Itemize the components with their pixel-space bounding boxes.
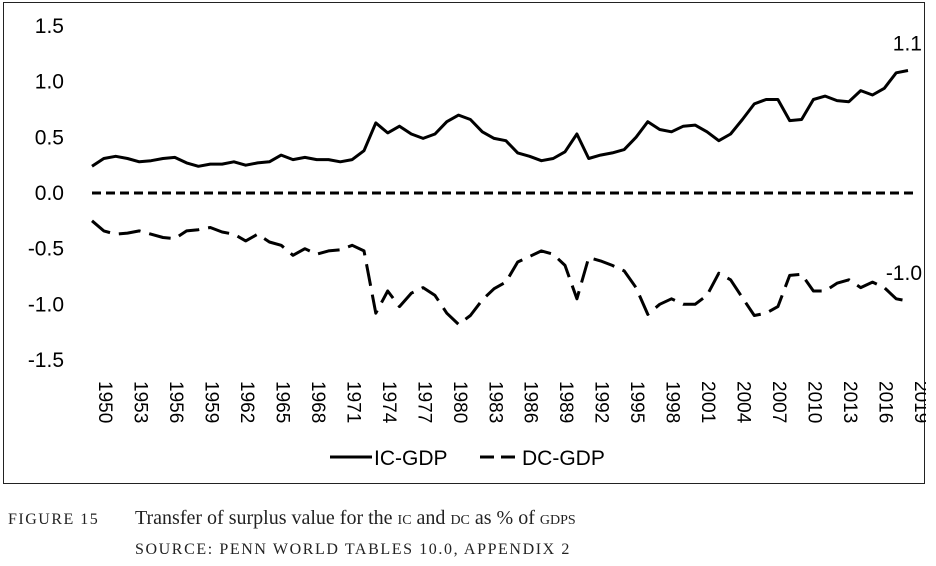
figure-source: SOURCE: PENN WORLD TABLES 10.0, APPENDIX…	[135, 541, 572, 558]
x-tick-label: 1953	[130, 381, 151, 423]
y-tick-label: 0.0	[35, 182, 64, 205]
y-tick-label: -0.5	[28, 238, 64, 261]
y-tick-label: -1.5	[28, 349, 64, 372]
x-tick-label: 1989	[555, 381, 576, 423]
x-tick-label: 1983	[484, 381, 505, 423]
x-tick-label: 1974	[378, 381, 399, 424]
chart-frame: 1.5 1.0 0.5 0.0 -0.5 -1.0 -1.5 1950 1953 1956 195…	[3, 2, 926, 484]
x-tick-label: 2007	[768, 381, 789, 423]
x-tick-label: 1968	[307, 381, 328, 423]
x-tick-label: 1971	[342, 381, 363, 423]
y-tick-label: -1.0	[28, 293, 64, 316]
x-tick-label: 1980	[449, 381, 470, 423]
figure-label: FIGURE 15	[8, 511, 100, 528]
x-tick-label: 1962	[236, 381, 257, 423]
x-tick-label: 1986	[520, 381, 541, 423]
x-tick-label: 1995	[626, 381, 647, 423]
x-tick-label: 1959	[200, 381, 221, 423]
x-tick-label: 1950	[94, 381, 115, 423]
y-tick-label: 0.5	[35, 126, 64, 149]
x-tick-label: 1998	[662, 381, 683, 423]
figure-title: Transfer of surplus value for the ic and…	[135, 507, 576, 529]
y-tick-label: 1.5	[35, 15, 64, 38]
x-tick-label: 2013	[839, 381, 860, 423]
legend-label-ic-gdp: IC-GDP	[374, 447, 448, 470]
x-tick-label: 1965	[271, 381, 292, 423]
figure-caption: FIGURE 15 Transfer of surplus value for …	[8, 507, 928, 559]
x-tick-label: 2010	[804, 381, 825, 423]
y-tick-label: 1.0	[35, 71, 64, 94]
data-label-dc-gdp: -1.0	[886, 262, 922, 285]
x-tick-label: 1977	[413, 381, 434, 423]
x-tick-label: 1992	[591, 381, 612, 423]
data-label-ic-gdp: 1.1	[893, 33, 922, 56]
x-tick-label: 2016	[875, 381, 896, 423]
x-tick-label: 2019	[910, 381, 926, 423]
x-tick-label: 1956	[165, 381, 186, 423]
series-line-dc-gdp	[91, 219, 909, 326]
line-chart: 1.5 1.0 0.5 0.0 -0.5 -1.0 -1.5 1950 1953 1956 195…	[28, 15, 926, 470]
series-line-ic-gdp	[91, 69, 909, 168]
legend-label-dc-gdp: DC-GDP	[522, 447, 605, 470]
x-tick-label: 2004	[733, 381, 754, 424]
x-tick-label: 2001	[697, 381, 718, 423]
